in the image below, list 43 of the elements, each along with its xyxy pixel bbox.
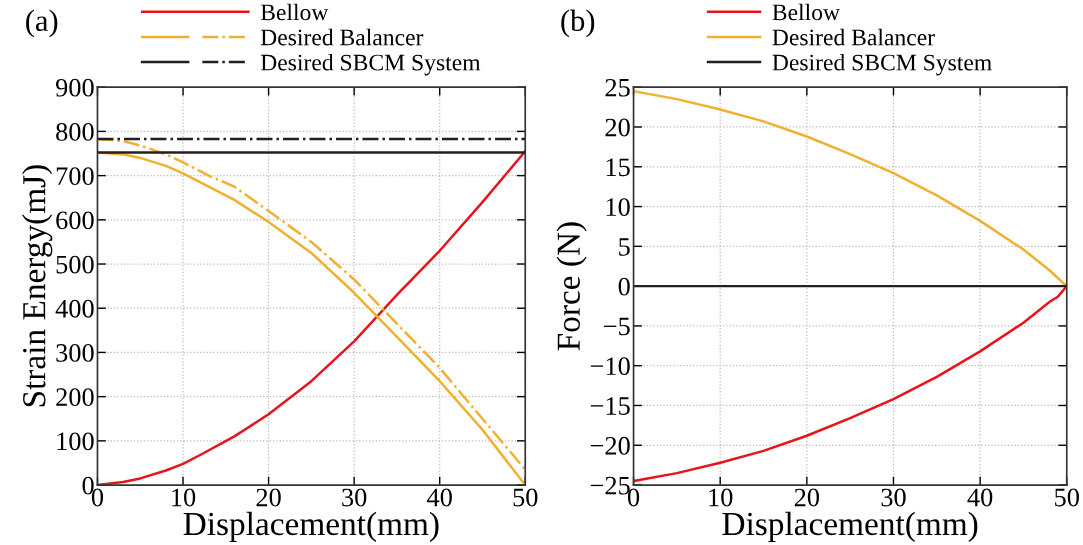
y-tick-label: −10 (590, 357, 630, 376)
x-tick-label: 10 (709, 488, 733, 507)
y-tick-label: 0 (82, 476, 94, 495)
y-tick-label: 200 (56, 388, 94, 407)
y-tick-label: −25 (590, 476, 630, 495)
legend-label: Desired SBCM System (260, 53, 481, 76)
legend-label: Desired Balancer (772, 28, 935, 46)
y-axis-title: Strain Energy(mJ) (22, 165, 53, 407)
y-tick-label: 700 (56, 167, 94, 186)
legend-label: Desired Balancer (260, 28, 424, 46)
y-tick-label: 900 (55, 78, 94, 97)
y-tick-label: 25 (605, 78, 630, 97)
x-tick-label: 50 (1055, 488, 1079, 507)
legend-label: Bellow (772, 3, 840, 21)
legend-label: Bellow (260, 3, 329, 21)
y-tick-label: −5 (604, 317, 630, 336)
y-tick-label: 10 (606, 198, 630, 216)
chart-title: (a) (26, 9, 58, 38)
x-tick-label: 40 (427, 488, 452, 507)
y-tick-label: 500 (56, 255, 94, 274)
y-tick-label: −15 (590, 397, 630, 415)
x-axis-title: Displacement(mm) (183, 511, 439, 542)
y-tick-label: 800 (56, 123, 94, 141)
x-tick-label: 20 (256, 488, 281, 507)
legend-label: Desired SBCM System (772, 53, 992, 76)
x-tick-label: 10 (172, 488, 196, 507)
x-tick-label: 30 (342, 488, 367, 507)
y-tick-label: 15 (606, 158, 630, 177)
x-tick-label: 50 (513, 488, 538, 507)
y-tick-label: 300 (56, 344, 94, 362)
y-tick-label: −20 (590, 436, 630, 455)
y-tick-label: 20 (605, 118, 630, 137)
x-tick-label: 40 (967, 488, 993, 507)
x-axis-title: Displacement(mm) (722, 511, 978, 542)
y-tick-label: 600 (56, 211, 94, 230)
y-axis-title: Force (N) (556, 222, 587, 351)
y-tick-label: 5 (619, 238, 630, 256)
x-tick-label: 20 (794, 488, 820, 507)
x-tick-label: 30 (881, 488, 906, 507)
chart-title: (b) (561, 9, 595, 38)
y-tick-label: 400 (55, 299, 94, 318)
y-tick-label: 0 (618, 277, 630, 296)
y-tick-label: 100 (57, 432, 94, 451)
